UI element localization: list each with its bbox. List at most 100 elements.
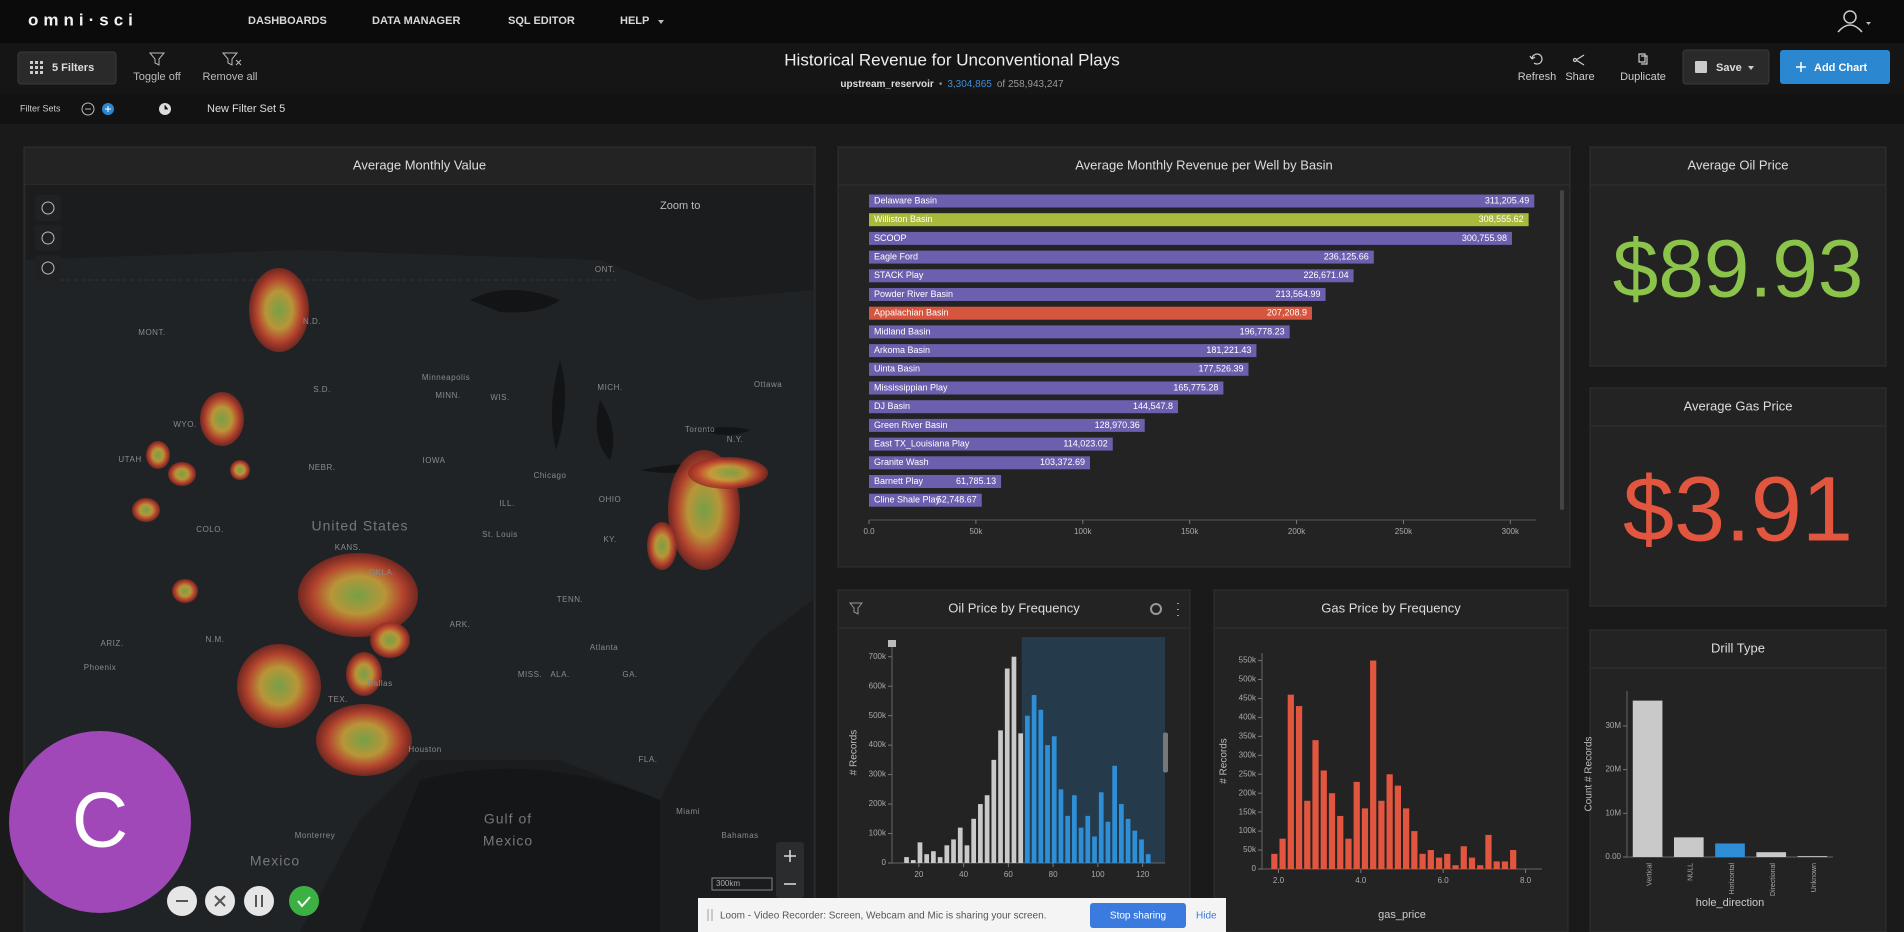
bar: [869, 493, 982, 507]
x-tick-label: 8.0: [1520, 876, 1532, 885]
grid-icon-dot: [40, 71, 43, 74]
histogram-bar: [1345, 838, 1352, 869]
panel-title: Drill Type: [1711, 640, 1765, 655]
x-tick-label: Directional: [1770, 863, 1777, 897]
histogram-bar: [1085, 815, 1091, 863]
save-button[interactable]: [1682, 49, 1770, 85]
bar-value-label: 236,125.66: [1324, 251, 1369, 261]
bar: [869, 418, 1145, 432]
grid-icon-dot: [35, 71, 38, 74]
x-tick-label: 6.0: [1438, 876, 1450, 885]
bar: [869, 231, 1512, 245]
histogram-bar: [1139, 839, 1144, 863]
bar-category-label: STACK Play: [874, 270, 924, 280]
map-label: Miami: [676, 807, 700, 816]
save-label: Save: [1716, 62, 1742, 74]
map-label: United States: [311, 518, 408, 534]
subtitle-part: upstream_reservoir: [840, 79, 933, 90]
x-tick-label: 100: [1091, 870, 1105, 879]
y-axis-label: Count # Records: [1584, 736, 1595, 811]
panel-filter-icon[interactable]: [848, 602, 864, 615]
y-tick-label: 30M: [1605, 721, 1621, 730]
bar: [869, 213, 1529, 227]
histogram-bar: [1501, 861, 1509, 869]
bar-category-label: Mississippian Play: [874, 382, 948, 392]
draw-tool-icon: [41, 231, 55, 245]
histogram-bar: [991, 759, 997, 863]
map-label: IOWA: [422, 456, 445, 465]
x-axis-label: gas_price: [1378, 909, 1426, 921]
share-text: Loom - Video Recorder: Screen, Webcam an…: [720, 911, 1046, 922]
bar-value-label: 226,671.04: [1304, 270, 1349, 280]
histogram-bar: [1386, 774, 1393, 869]
histogram-bar: [1370, 660, 1377, 869]
histogram-bar: [1295, 706, 1303, 869]
zoom-glyphs: [784, 850, 796, 885]
panel-title: Average Gas Price: [1684, 398, 1793, 413]
bar: [869, 194, 1535, 208]
draw-tool[interactable]: [35, 195, 61, 221]
map-label: FLA.: [639, 755, 658, 764]
map-label: Mexico: [250, 853, 300, 869]
bar: [869, 381, 1224, 395]
draw-tool[interactable]: [35, 225, 61, 251]
map-label: Monterrey: [295, 831, 336, 840]
user-head[interactable]: [1843, 10, 1857, 24]
bar-category-label: Williston Basin: [874, 214, 933, 224]
bar-value-label: 177,526.39: [1198, 364, 1243, 374]
bar-value-label: 213,564.99: [1276, 289, 1321, 299]
stop-sharing-label: Stop sharing: [1110, 911, 1166, 922]
y-tick-label: 200k: [1239, 788, 1257, 797]
x-tick-label: 2.0: [1273, 876, 1285, 885]
action-label: Share: [1565, 71, 1594, 83]
kpi-value: $89.93: [1613, 224, 1864, 315]
action-label: Refresh: [1518, 71, 1557, 83]
draw-tool[interactable]: [35, 255, 61, 281]
panel-title: Gas Price by Frequency: [1321, 600, 1461, 615]
grid-icon-dot: [30, 61, 33, 64]
panel-settings-icon[interactable]: [1150, 603, 1162, 615]
recorder-button-icon: [214, 895, 226, 907]
y-tick-label: 550k: [1239, 656, 1257, 665]
heat-region: [647, 522, 677, 570]
histogram-bar: [1468, 857, 1476, 869]
histogram-bar: [1072, 795, 1077, 863]
x-tick-label: 250k: [1395, 527, 1413, 536]
bar: [869, 250, 1374, 264]
histogram-bar: [937, 857, 943, 863]
histogram-bar: [1011, 656, 1017, 863]
histogram-bar: [1452, 865, 1459, 869]
bar-category-label: East TX_Louisiana Play: [874, 438, 970, 448]
bar-value-label: 103,372.69: [1040, 457, 1085, 467]
histogram-bar: [917, 842, 923, 863]
y-tick-label: 0: [882, 858, 887, 867]
x-tick-label: Horizontal: [1729, 863, 1736, 895]
minus-button[interactable]: [81, 102, 95, 116]
stop-sharing-button[interactable]: [1090, 903, 1186, 928]
histogram-bar: [1510, 850, 1517, 869]
y-tick-label: 0.00: [1605, 852, 1621, 861]
map-label: Atlanta: [590, 643, 618, 652]
bar: [1715, 843, 1745, 857]
histogram-bar: [1485, 834, 1492, 869]
brush-handle[interactable]: [1163, 732, 1168, 773]
y-tick-label: 700k: [869, 652, 887, 661]
recorder-button[interactable]: [244, 886, 274, 916]
scrollbar[interactable]: [1560, 190, 1564, 510]
bar-category-label: Appalachian Basin: [874, 308, 949, 318]
add-chart-button[interactable]: [1780, 50, 1890, 84]
map-label: KY.: [603, 535, 616, 544]
great-lakes: [470, 290, 750, 473]
map-label: Phoenix: [84, 663, 116, 672]
y-tick-label: 200k: [869, 799, 887, 808]
histogram-bar: [1419, 853, 1426, 869]
y-tick-label: 600k: [869, 681, 887, 690]
recorder-button[interactable]: [289, 886, 319, 916]
map-label: Minneapolis: [422, 373, 470, 382]
grid-icon-dot: [30, 66, 33, 69]
selection-range[interactable]: [1021, 637, 1165, 863]
zoom-control[interactable]: [776, 842, 804, 898]
histogram-bar: [1132, 830, 1138, 863]
filters-button[interactable]: [17, 51, 117, 85]
